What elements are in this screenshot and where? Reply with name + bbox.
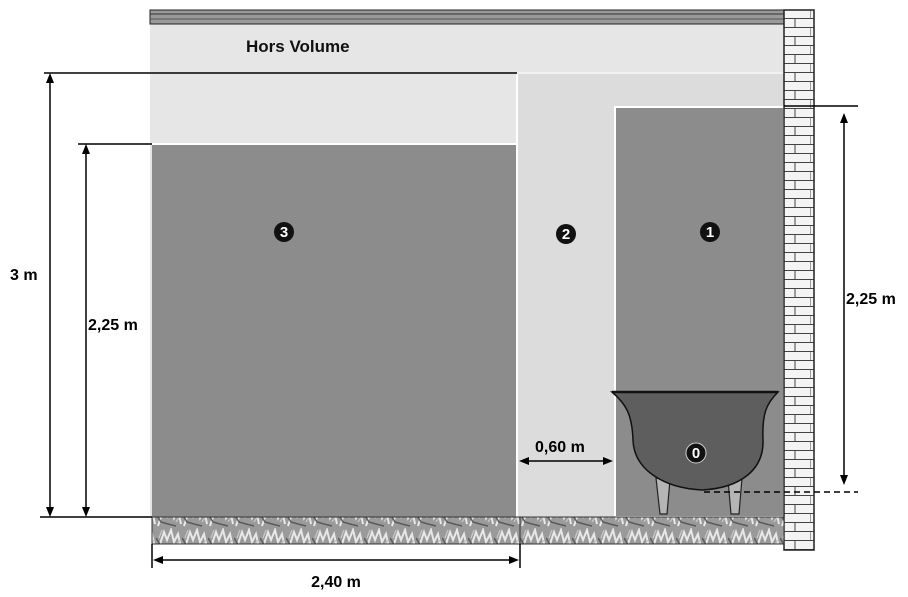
zone-1-marker: 1 (700, 222, 720, 242)
zone-3-marker: 3 (274, 222, 294, 242)
dimension-zone-2-width (519, 457, 613, 465)
zone-3-number: 3 (280, 224, 288, 241)
zone-3-area (152, 144, 516, 517)
zone-1-number: 1 (706, 224, 714, 241)
floor (151, 516, 785, 545)
dimension-zone-3-height (78, 143, 152, 517)
hors-volume-label: Hors Volume (246, 37, 350, 56)
label-total-height: 3 m (10, 267, 38, 284)
label-zone-3-width: 2,40 m (311, 574, 361, 591)
brick-wall (783, 9, 815, 551)
bathtub-body (609, 391, 780, 491)
label-zone-2-width: 0,60 m (535, 439, 585, 456)
dimension-zone-1-height (704, 105, 858, 493)
zone-2-marker: 2 (556, 224, 576, 244)
label-zone-1-height: 2,25 m (846, 291, 896, 308)
zone-0-number: 0 (692, 445, 700, 462)
label-zone-3-height: 2,25 m (88, 317, 138, 334)
zone-0-marker: 0 (685, 442, 707, 464)
zone-2-number: 2 (562, 226, 570, 243)
dimension-zone-3-width (151, 544, 521, 568)
ceiling-slab (149, 9, 785, 25)
bathtub (609, 390, 780, 515)
dimension-total-height (40, 72, 517, 518)
